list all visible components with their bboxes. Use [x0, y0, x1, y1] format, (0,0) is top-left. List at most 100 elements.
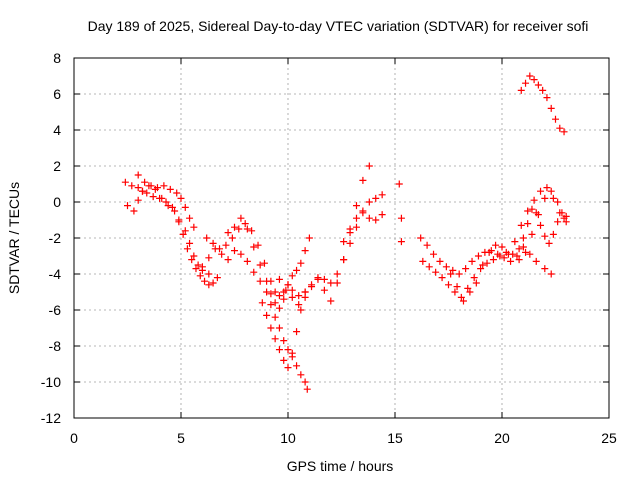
data-point	[258, 299, 266, 307]
chart-title: Day 189 of 2025, Sidereal Day-to-day VTE…	[88, 18, 589, 34]
data-point	[297, 306, 305, 314]
data-point	[250, 268, 258, 276]
data-point	[256, 277, 264, 285]
data-point	[526, 250, 534, 258]
data-point	[498, 243, 506, 251]
data-point	[293, 362, 301, 370]
data-point	[517, 86, 525, 94]
data-point	[359, 176, 367, 184]
data-point	[333, 270, 341, 278]
y-tick-label: 6	[53, 86, 61, 102]
axis-ticks: 0 5 10 15 20 25 -12 -10 -8 -6 -4 -2 0 2 4 6 8	[41, 50, 617, 446]
data-point	[397, 238, 405, 246]
data-point	[308, 281, 316, 289]
data-point	[539, 86, 547, 94]
data-point	[162, 198, 170, 206]
series-15	[517, 72, 568, 136]
data-points	[121, 72, 570, 393]
data-point	[445, 281, 452, 289]
data-point	[158, 194, 166, 202]
data-point	[474, 252, 482, 260]
data-point	[470, 274, 478, 282]
data-point	[327, 297, 335, 305]
data-point	[196, 272, 204, 280]
data-point	[457, 293, 465, 301]
data-point	[543, 94, 551, 102]
data-point	[248, 227, 256, 235]
data-point	[472, 279, 480, 287]
data-point	[500, 254, 508, 262]
y-tick-label: -4	[49, 266, 62, 282]
data-point	[346, 239, 354, 247]
data-point	[378, 211, 386, 219]
data-point	[177, 194, 185, 202]
data-point	[271, 299, 279, 307]
y-tick-label: 2	[53, 158, 61, 174]
data-point	[171, 207, 179, 215]
data-point	[237, 250, 245, 258]
data-point	[483, 259, 491, 267]
series-9	[288, 191, 386, 300]
data-point	[271, 288, 279, 296]
data-point	[218, 250, 226, 258]
data-point	[466, 288, 474, 296]
y-axis-label: SDTVAR / TECUs	[6, 182, 22, 294]
data-point	[522, 79, 530, 87]
x-tick-label: 10	[280, 430, 296, 446]
data-point	[164, 202, 172, 210]
data-point	[160, 182, 168, 190]
data-point	[275, 346, 283, 354]
data-point	[507, 257, 515, 265]
data-point	[305, 234, 313, 242]
series-5	[198, 245, 311, 393]
series-6	[224, 214, 313, 312]
data-point	[320, 286, 328, 294]
y-tick-label: -8	[49, 338, 62, 354]
data-point	[263, 277, 271, 285]
data-point	[352, 214, 360, 222]
data-point	[166, 185, 174, 193]
data-point	[519, 234, 527, 242]
data-point	[228, 234, 236, 242]
data-point	[513, 252, 521, 260]
data-point	[130, 207, 138, 215]
data-point	[515, 256, 523, 264]
data-point	[333, 279, 341, 287]
data-point	[203, 234, 211, 242]
data-point	[365, 214, 373, 222]
data-point	[395, 180, 403, 188]
data-point	[134, 171, 142, 179]
data-point	[188, 256, 196, 264]
series-11	[395, 180, 405, 246]
data-point	[295, 292, 303, 300]
data-point	[451, 288, 459, 296]
data-point	[293, 266, 301, 274]
data-point	[190, 223, 198, 231]
data-point	[397, 214, 405, 222]
data-point	[522, 248, 530, 256]
data-point	[468, 257, 476, 265]
data-point	[556, 124, 564, 132]
series-3	[134, 171, 198, 231]
x-tick-label: 5	[177, 430, 185, 446]
data-point	[209, 279, 217, 287]
data-point	[340, 238, 348, 246]
data-point	[288, 349, 296, 357]
data-point	[181, 227, 189, 235]
data-point	[271, 313, 279, 321]
data-point	[519, 243, 527, 251]
data-point	[186, 214, 194, 222]
data-point	[530, 196, 538, 204]
data-point	[425, 263, 433, 271]
data-point	[280, 295, 288, 303]
data-point	[464, 284, 472, 292]
data-point	[549, 194, 557, 202]
data-point	[153, 184, 161, 192]
data-point	[449, 266, 457, 274]
x-tick-label: 0	[70, 430, 78, 446]
y-tick-label: -10	[41, 374, 61, 390]
data-point	[186, 239, 194, 247]
data-point	[489, 256, 497, 264]
data-point	[417, 234, 425, 242]
data-point	[231, 223, 238, 231]
